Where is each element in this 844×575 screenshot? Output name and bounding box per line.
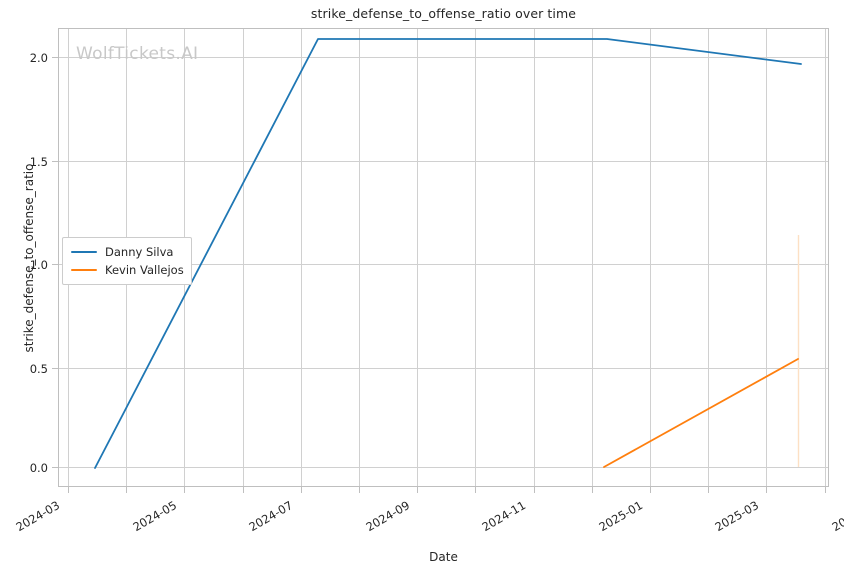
y-tick-label-1-5: 1.5: [29, 155, 48, 169]
legend-item-danny-silva: Danny Silva: [71, 243, 173, 261]
y-tick-marks: [52, 57, 58, 468]
legend-label-kevin-vallejos: Kevin Vallejos: [105, 263, 184, 277]
series-line-danny-silva: [94, 38, 802, 469]
y-tick-label-1-0: 1.0: [29, 258, 48, 272]
legend-swatch-danny-silva: [71, 251, 97, 253]
y-tick-label-2-0: 2.0: [29, 51, 48, 65]
chart-legend: Danny Silva Kevin Vallejos: [62, 237, 192, 285]
plot-border: [58, 28, 829, 487]
y-tick-label-0-5: 0.5: [29, 362, 48, 376]
series-line-kevin-vallejos: [603, 358, 799, 468]
y-tick-label-0-0: 0.0: [29, 461, 48, 475]
y-gridlines: [58, 57, 829, 468]
legend-label-danny-silva: Danny Silva: [105, 245, 174, 259]
chart-title: strike_defense_to_offense_ratio over tim…: [310, 6, 577, 21]
x-gridlines: [68, 28, 826, 487]
legend-item-kevin-vallejos: Kevin Vallejos: [71, 261, 184, 279]
x-axis-label: Date: [429, 550, 458, 564]
x-tick-marks: [68, 487, 826, 493]
legend-swatch-kevin-vallejos: [71, 269, 97, 271]
